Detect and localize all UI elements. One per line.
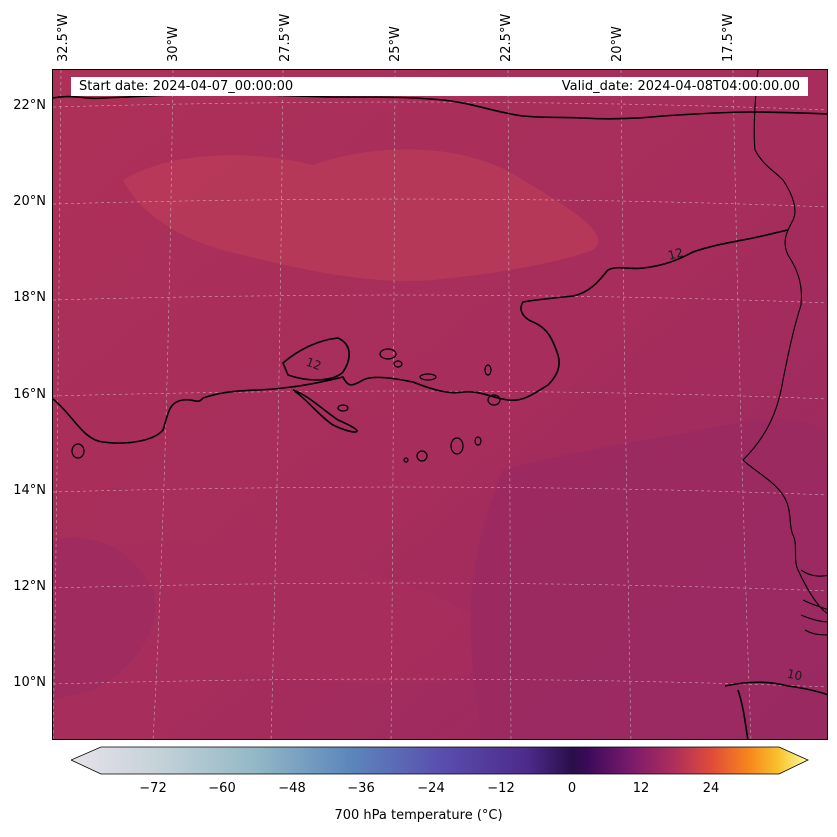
coastline (742, 70, 827, 636)
warm-region-west (93, 541, 495, 685)
colorbar-tick-label: −60 (208, 781, 236, 796)
latitude-label: 16°N (13, 387, 46, 402)
cool-region-east (470, 419, 827, 739)
colorbar-tick-label: −12 (487, 781, 515, 796)
start-date-text: Start date: 2024-04-07_00:00:00 (79, 79, 294, 94)
colorbar-tick-label: −48 (278, 781, 306, 796)
longitude-label: 27.5°W (278, 13, 293, 62)
longitude-label: 20°W (610, 26, 625, 62)
colorbar-tick-label: −72 (139, 781, 167, 796)
date-info-box: Start date: 2024-04-07_00:00:00 Valid_da… (71, 77, 808, 96)
colorbar-tick-label: −24 (417, 781, 445, 796)
temperature-field-map (53, 70, 827, 739)
longitude-label: 32.5°W (56, 13, 71, 62)
colorbar-gradient (71, 746, 809, 775)
longitude-label: 17.5°W (721, 13, 736, 62)
latitude-label: 22°N (13, 98, 46, 113)
map-panel (52, 69, 828, 740)
warm-region (123, 149, 599, 281)
colorbar-tick-label: 0 (567, 781, 577, 796)
longitude-label: 30°W (166, 26, 181, 62)
contour-label: 10 (785, 666, 804, 684)
longitude-label: 25°W (388, 26, 403, 62)
colorbar-tick-label: −36 (347, 781, 375, 796)
colorbar-tick-label: 24 (702, 781, 720, 796)
valid-date-text: Valid_date: 2024-04-08T04:00:00.00 (561, 79, 800, 94)
colorbar-title: 700 hPa temperature (°C) (334, 808, 503, 823)
latitude-label: 20°N (13, 194, 46, 209)
latitude-label: 18°N (13, 290, 46, 305)
colorbar-tick-label: 12 (632, 781, 650, 796)
latitude-label: 12°N (13, 579, 46, 594)
latitude-label: 14°N (13, 483, 46, 498)
cool-region-sw (53, 537, 155, 700)
island-outlines (71, 348, 501, 463)
colorbar (71, 746, 809, 775)
longitude-label: 22.5°W (499, 13, 514, 62)
latitude-label: 10°N (13, 675, 46, 690)
